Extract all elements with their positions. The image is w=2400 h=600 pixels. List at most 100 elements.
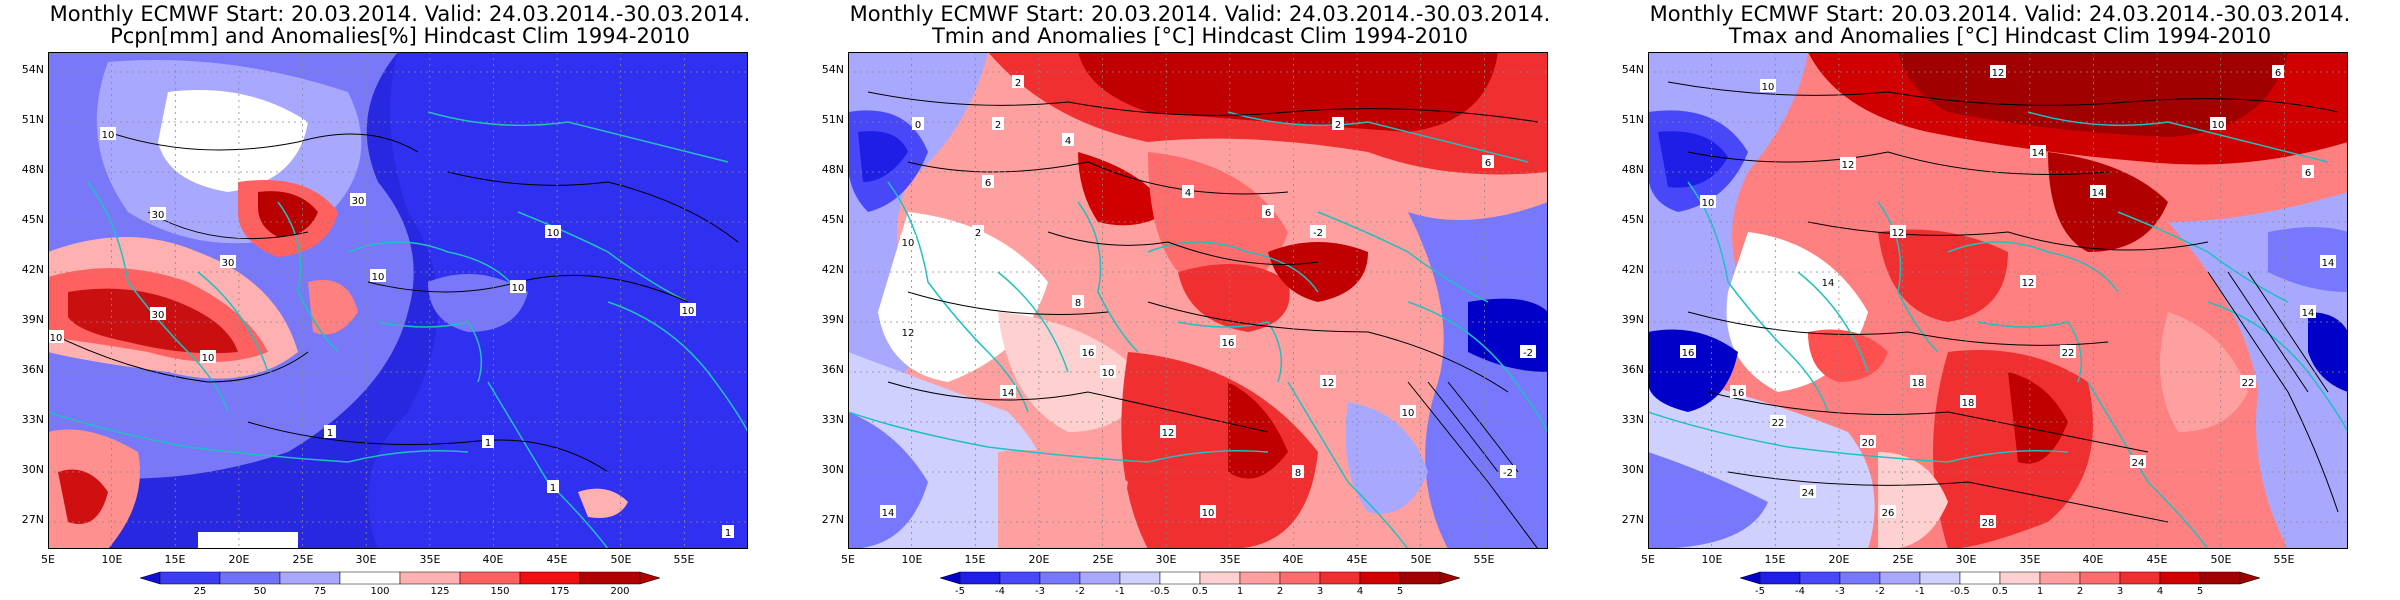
colorbar-tick: 100 xyxy=(370,586,390,597)
contour-label: 14 xyxy=(2322,258,2335,269)
lat-label: 54N xyxy=(21,63,44,76)
contour-label: 10 xyxy=(682,306,695,317)
lat-label: 39N xyxy=(821,313,844,326)
colorbar-tick: 5 xyxy=(2196,586,2204,597)
contour-label: 10 xyxy=(2212,120,2225,131)
lon-label: 55E xyxy=(1473,553,1495,566)
tmin-map: 2 0 2 4 2 6 2 4 6 10 12 8 14 10 12 16 -2… xyxy=(848,52,1548,549)
contour-label: 14 xyxy=(2092,188,2105,199)
contour-label: 6 xyxy=(2275,68,2281,79)
lon-label: 25E xyxy=(1892,553,1914,566)
contour-label: 16 xyxy=(1682,348,1695,359)
lon-label: 15E xyxy=(164,553,186,566)
colorbar-tick: 75 xyxy=(313,586,327,597)
lon-label: 35E xyxy=(419,553,441,566)
lat-label: 48N xyxy=(821,163,844,176)
lon-label: 35E xyxy=(2019,553,2041,566)
lat-label: 27N xyxy=(821,513,844,526)
lon-label: 30E xyxy=(1955,553,1977,566)
colorbar-svg xyxy=(139,571,661,585)
colorbar-tick: 125 xyxy=(430,586,450,597)
lat-label: 54N xyxy=(821,63,844,76)
contours xyxy=(1667,81,2339,523)
contour-label: 22 xyxy=(2242,378,2255,389)
colorbar-tick: -3 xyxy=(1035,586,1045,597)
colorbar-tick: -5 xyxy=(1755,586,1765,597)
lat-label: 45N xyxy=(821,213,844,226)
lat-label: 54N xyxy=(1621,63,1644,76)
contour-label: 20 xyxy=(1862,438,1875,449)
colorbar-svg xyxy=(1739,571,2261,585)
contour-label: 18 xyxy=(1962,398,1975,409)
lat-label: 36N xyxy=(21,363,44,376)
colorbar-tick: 4 xyxy=(1356,586,1364,597)
map-svg: 10 30 30 30 10 10 10 30 1 1 1 10 10 10 1 xyxy=(48,52,748,549)
colorbar-tick: 150 xyxy=(490,586,510,597)
lat-label: 30N xyxy=(21,463,44,476)
contour-label: 24 xyxy=(1802,488,1815,499)
panel-tmin: Monthly ECMWF Start: 20.03.2014. Valid: … xyxy=(800,0,1600,600)
contour-label: 10 xyxy=(372,272,385,283)
lat-label: 36N xyxy=(821,363,844,376)
lon-label: 35E xyxy=(1219,553,1241,566)
contour-label: 1 xyxy=(485,438,491,449)
contour-label: 10 xyxy=(902,238,915,249)
lon-label: 10E xyxy=(101,553,123,566)
lon-label: 55E xyxy=(2273,553,2295,566)
contour-label: 12 xyxy=(1162,428,1175,439)
lon-label: 15E xyxy=(964,553,986,566)
panel-tmax: Monthly ECMWF Start: 20.03.2014. Valid: … xyxy=(1600,0,2400,600)
panel-title: Monthly ECMWF Start: 20.03.2014. Valid: … xyxy=(1649,2,2351,26)
map-svg: 10 12 6 14 10 12 14 10 12 12 14 16 18 22… xyxy=(1648,52,2348,549)
lon-label: 5E xyxy=(1641,553,1655,566)
contour-label: 30 xyxy=(222,258,235,269)
lon-label: 40E xyxy=(2082,553,2104,566)
lon-label: 50E xyxy=(2210,553,2232,566)
colorbar-tick: 50 xyxy=(253,586,267,597)
lon-label: 25E xyxy=(292,553,314,566)
colorbar-tick: 2 xyxy=(2076,586,2084,597)
lat-label: 42N xyxy=(1621,263,1644,276)
contour-label: 14 xyxy=(2302,308,2315,319)
contour-label: 10 xyxy=(1702,198,1715,209)
panel-title: Monthly ECMWF Start: 20.03.2014. Valid: … xyxy=(49,2,751,26)
lon-label: 20E xyxy=(228,553,250,566)
contour-label: 28 xyxy=(1982,518,1995,529)
colorbar-tick: -4 xyxy=(995,586,1005,597)
lat-label: 27N xyxy=(1621,513,1644,526)
map-frame xyxy=(48,52,748,549)
tmax-map: 10 12 6 14 10 12 14 10 12 12 14 16 18 22… xyxy=(1648,52,2348,549)
contour-label: 10 xyxy=(1102,368,1115,379)
lat-label: 45N xyxy=(21,213,44,226)
lon-label: 50E xyxy=(1410,553,1432,566)
lat-label: 33N xyxy=(21,413,44,426)
contour-label: 12 xyxy=(1842,160,1855,171)
contour-label: 30 xyxy=(352,196,365,207)
colorbar-tick: 0.5 xyxy=(1992,586,2008,597)
colorbar-tick: 3 xyxy=(2116,586,2124,597)
contour-label: 10 xyxy=(512,283,525,294)
lon-label: 20E xyxy=(1028,553,1050,566)
lon-label: 55E xyxy=(673,553,695,566)
colorbar-tick: -5 xyxy=(955,586,965,597)
colorbar-tick: 5 xyxy=(1396,586,1404,597)
panel-subtitle: Tmin and Anomalies [°C] Hindcast Clim 19… xyxy=(931,24,1469,48)
contour-label: 14 xyxy=(1822,278,1835,289)
lon-label: 50E xyxy=(610,553,632,566)
lat-label: 45N xyxy=(1621,213,1644,226)
contour-label: 24 xyxy=(2132,458,2145,469)
colorbar-tick: 2 xyxy=(1276,586,1284,597)
lon-label: 45E xyxy=(546,553,568,566)
lat-label: 27N xyxy=(21,513,44,526)
lat-label: 36N xyxy=(1621,363,1644,376)
colorbar-tick: -4 xyxy=(1795,586,1805,597)
lat-label: 48N xyxy=(21,163,44,176)
contour-label: 6 xyxy=(1265,208,1271,219)
lat-label: 51N xyxy=(821,113,844,126)
lon-label: 30E xyxy=(355,553,377,566)
lat-label: 39N xyxy=(21,313,44,326)
lon-label: 45E xyxy=(1346,553,1368,566)
contour-label: 18 xyxy=(1912,378,1925,389)
gridlines xyxy=(48,52,748,549)
colorbar-tick: -2 xyxy=(1075,586,1085,597)
